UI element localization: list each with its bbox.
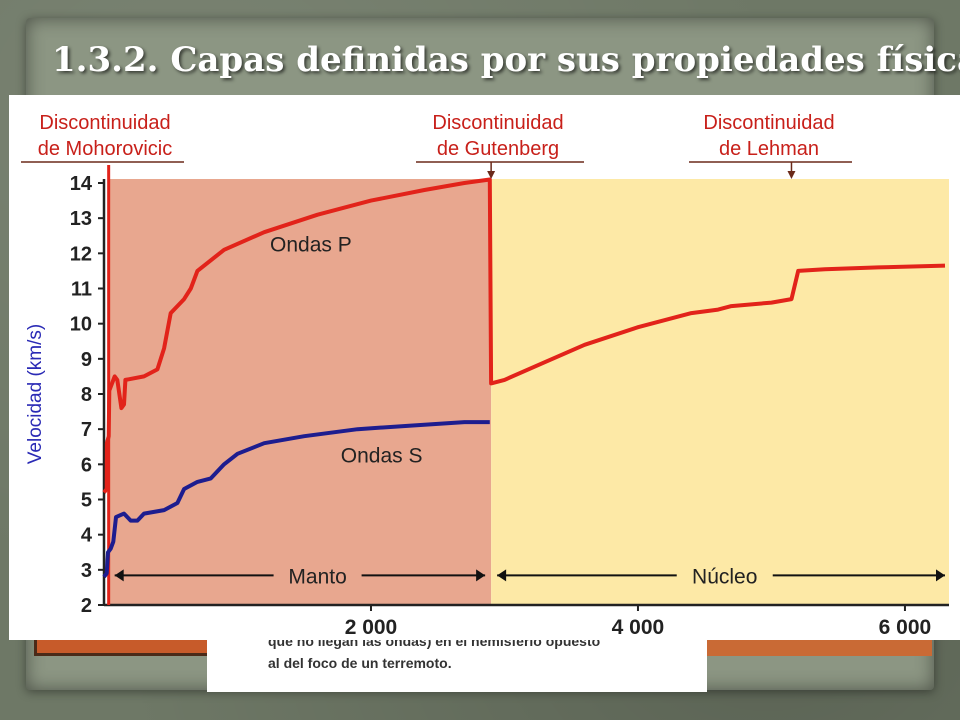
discontinuity-label: Discontinuidad [432, 112, 563, 134]
y-tick-label: 10 [70, 314, 92, 336]
region-label-manto: Manto [288, 565, 346, 588]
y-tick-label: 6 [81, 454, 92, 476]
y-axis-label: Velocidad (km/s) [25, 324, 46, 464]
discontinuity-pointer-head [787, 171, 796, 179]
y-tick-label: 4 [81, 525, 93, 547]
arrow-head [497, 569, 507, 582]
discontinuity-label: de Lehman [719, 138, 819, 160]
series-annotation: Ondas P [270, 234, 352, 257]
arrow-head [476, 569, 486, 582]
region-manto [108, 179, 492, 605]
x-tick-label: 6 000 [879, 616, 932, 639]
series-line-p [102, 177, 946, 494]
y-tick-label: 5 [81, 490, 92, 512]
discontinuity-pointer-head [487, 171, 496, 179]
velocity-chart: 2 3 4 5 6 7 8 9 10 11 12 13 14 2 000 4 000 6 000 Ondas … [9, 95, 960, 640]
y-tick-label: 2 [81, 595, 92, 617]
y-tick-label: 8 [81, 384, 92, 406]
book-text-line: al del foco de un terremoto. [268, 655, 452, 671]
y-tick-label: 3 [81, 560, 92, 582]
discontinuity-label: de Mohorovicic [38, 138, 173, 160]
region-núcleo [491, 179, 949, 605]
discontinuity-label: Discontinuidad [703, 112, 834, 134]
region-label-núcleo: Núcleo [692, 565, 757, 588]
y-tick-label: 7 [81, 419, 92, 441]
series-line-s [102, 420, 490, 579]
x-tick-label: 4 000 [612, 616, 665, 639]
y-tick-label: 11 [71, 279, 92, 301]
y-tick-label: 12 [70, 243, 92, 265]
y-tick-label: 13 [70, 208, 92, 230]
discontinuity-label: Discontinuidad [39, 112, 170, 134]
discontinuity-label: de Gutenberg [437, 138, 559, 160]
arrow-head [936, 569, 945, 582]
arrow-head [114, 569, 124, 582]
series-annotation: Ondas S [341, 445, 423, 468]
y-tick-label: 14 [70, 173, 93, 195]
y-tick-label: 9 [81, 349, 92, 371]
slide-title: 1.3.2. Capas definidas por sus propiedad… [52, 40, 960, 80]
x-tick-label: 2 000 [345, 616, 398, 639]
